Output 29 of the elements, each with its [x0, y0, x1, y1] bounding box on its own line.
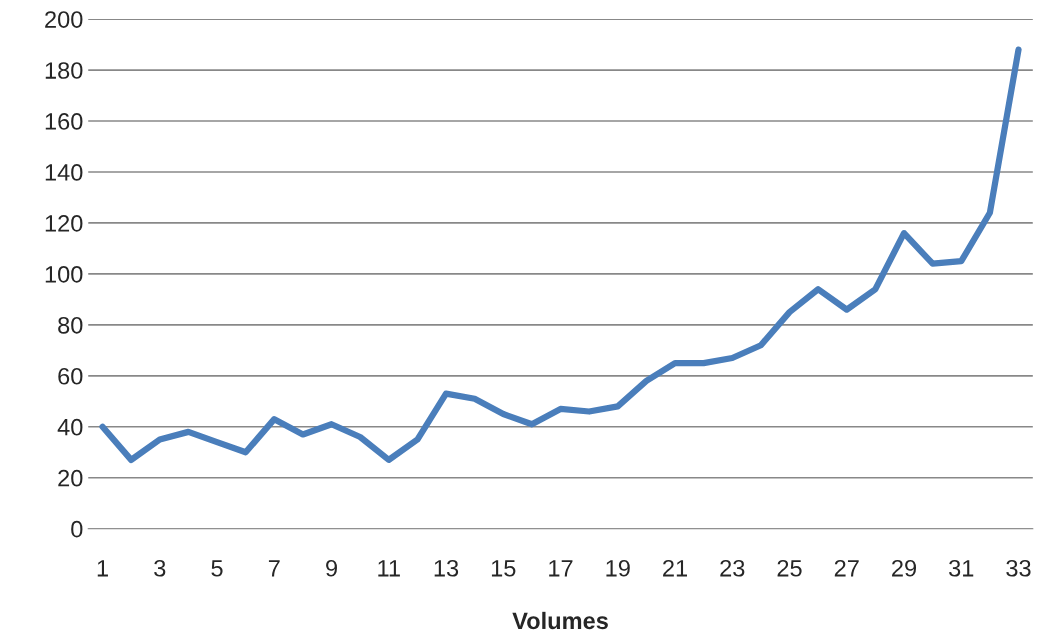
y-tick-label: 120 — [45, 215, 83, 232]
y-tick-label: 40 — [57, 418, 83, 436]
y-tick-label: 180 — [45, 62, 83, 79]
x-tick-label: 1 — [97, 560, 108, 577]
x-axis-title: Volumes — [512, 611, 608, 630]
x-tick-label: 9 — [326, 559, 337, 577]
x-tick-label: 23 — [720, 559, 745, 577]
x-tick-label: 7 — [268, 560, 280, 577]
y-tick-label: 160 — [45, 113, 83, 130]
x-tick-label: 31 — [949, 559, 974, 577]
y-tick-label: 60 — [58, 367, 83, 385]
x-tick-label: 33 — [1006, 559, 1031, 577]
y-tick-label: 0 — [71, 520, 83, 538]
x-tick-label: 5 — [211, 560, 223, 577]
y-tick-label: 80 — [58, 316, 83, 334]
x-tick-label: 21 — [663, 559, 687, 577]
y-tick-label: 20 — [58, 469, 83, 487]
y-tick-label: 200 — [45, 11, 83, 28]
x-tick-label: 11 — [378, 560, 400, 577]
x-tick-label: 15 — [491, 560, 516, 577]
x-tick-label: 17 — [549, 560, 573, 577]
y-tick-label: 140 — [45, 164, 83, 181]
y-tick-label: 100 — [45, 265, 83, 283]
x-tick-label: 29 — [892, 559, 917, 577]
x-tick-label: 3 — [154, 559, 166, 577]
x-tick-label: 13 — [434, 559, 459, 577]
x-tick-label: 27 — [834, 559, 859, 577]
x-tick-label: 25 — [777, 559, 802, 577]
x-tick-label: 19 — [606, 559, 630, 577]
